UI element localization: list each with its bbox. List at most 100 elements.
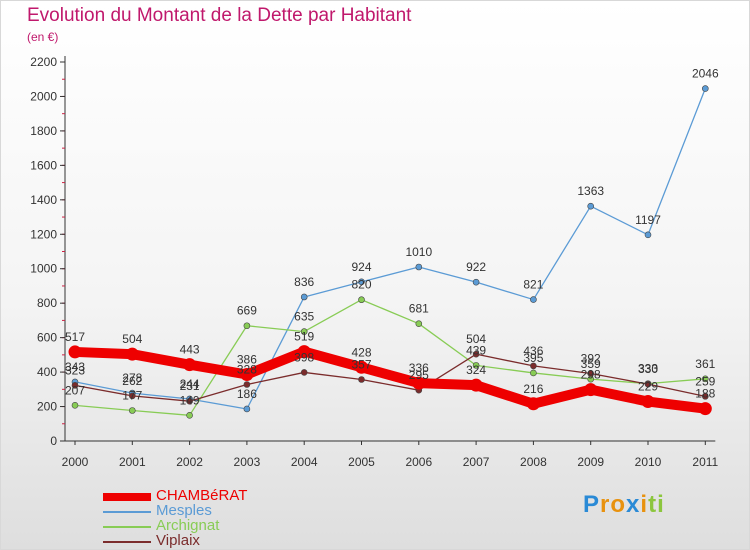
data-point <box>587 202 595 210</box>
proxiti-logo: Proxiti <box>583 491 665 519</box>
data-point <box>641 395 655 409</box>
data-label: 517 <box>65 330 85 344</box>
data-label: 428 <box>351 345 371 359</box>
data-point <box>472 278 480 286</box>
x-tick-label: 2003 <box>234 455 261 469</box>
x-tick-label: 2005 <box>348 455 375 469</box>
series-points <box>68 85 712 419</box>
data-point <box>358 278 365 286</box>
data-label: 1197 <box>635 213 661 227</box>
data-point <box>530 362 537 370</box>
data-label: 330 <box>638 362 658 376</box>
data-point <box>415 263 423 271</box>
y-tick-label: 800 <box>37 296 57 310</box>
data-label: 231 <box>180 379 200 393</box>
data-label: 924 <box>351 260 371 274</box>
data-label: 244 <box>180 377 200 391</box>
data-point <box>297 345 311 359</box>
data-point <box>243 381 251 388</box>
series-line <box>74 87 706 410</box>
data-label: 519 <box>294 330 314 344</box>
logo-letter: P <box>583 491 601 518</box>
data-point <box>412 376 426 390</box>
data-point <box>644 231 652 239</box>
data-point <box>240 368 254 382</box>
data-label: 439 <box>466 343 486 357</box>
data-point <box>701 393 709 400</box>
data-label: 361 <box>695 357 715 371</box>
data-label: 262 <box>122 374 142 388</box>
data-label: 259 <box>695 374 715 388</box>
series-line <box>70 346 711 414</box>
data-label: 323 <box>65 363 85 377</box>
legend-label: CHAMBéRAT <box>156 487 248 504</box>
series-lines <box>70 87 711 416</box>
data-label: 328 <box>237 362 257 376</box>
data-point <box>129 407 136 414</box>
data-label: 836 <box>294 275 314 289</box>
data-label: 295 <box>409 368 429 382</box>
data-point <box>701 85 709 92</box>
data-point <box>243 322 251 330</box>
x-tick-label: 2011 <box>692 455 718 469</box>
x-tick-label: 2000 <box>62 455 89 469</box>
legend-swatch <box>103 511 151 513</box>
data-label: 278 <box>122 371 142 385</box>
y-tick-label: 1000 <box>30 262 57 276</box>
data-point <box>358 376 365 383</box>
chart-subtitle: (en €) <box>27 30 59 44</box>
data-label: 333 <box>638 362 658 376</box>
legend-swatch <box>103 541 151 543</box>
data-point <box>68 345 82 359</box>
data-label: 324 <box>466 363 486 377</box>
data-point <box>243 405 251 413</box>
x-tick-label: 2002 <box>176 455 203 469</box>
legend-swatch <box>103 526 151 528</box>
data-point <box>358 296 365 304</box>
legend-label: Viplaix <box>156 532 200 549</box>
data-label: 820 <box>351 278 371 292</box>
data-point <box>472 350 480 358</box>
data-label: 635 <box>294 310 314 324</box>
data-label: 336 <box>409 361 429 375</box>
data-point <box>186 412 193 419</box>
data-label: 922 <box>466 260 486 274</box>
logo-letter: i <box>657 491 665 518</box>
data-label: 177 <box>122 389 142 403</box>
logo-letter: t <box>648 491 658 518</box>
logo-letter: i <box>640 491 649 518</box>
data-point <box>530 369 537 377</box>
data-label: 2046 <box>692 67 719 81</box>
data-point <box>701 375 709 383</box>
axes: 0 200 400 600 800 1000 1200 1400 1600 1800 2000 220… <box>30 55 718 469</box>
data-label: 395 <box>523 351 543 365</box>
x-tick-label: 2007 <box>463 455 490 469</box>
series-line <box>74 353 706 402</box>
x-tick-label: 2009 <box>577 455 604 469</box>
data-point <box>300 328 308 335</box>
data-label: 386 <box>237 353 257 367</box>
y-tick-label: 1200 <box>30 227 57 241</box>
y-tick-label: 1600 <box>30 158 57 172</box>
data-point <box>415 320 423 327</box>
x-tick-label: 2010 <box>635 455 662 469</box>
data-label: 398 <box>294 350 314 364</box>
data-label: 504 <box>466 332 486 346</box>
data-label: 1363 <box>577 184 604 198</box>
data-point <box>644 380 652 388</box>
data-label: 357 <box>351 357 371 371</box>
x-tick-label: 2006 <box>405 455 432 469</box>
legend-swatch <box>103 493 151 501</box>
data-point <box>469 378 483 392</box>
data-point <box>472 362 480 369</box>
data-point <box>129 392 136 400</box>
data-label: 359 <box>581 357 601 371</box>
data-label: 504 <box>122 332 142 346</box>
logo-letter: x <box>626 491 641 518</box>
data-point <box>587 370 595 377</box>
data-point <box>71 402 79 409</box>
data-point <box>183 358 197 372</box>
x-tick-label: 2004 <box>291 455 318 469</box>
y-tick-label: 1800 <box>30 124 57 138</box>
